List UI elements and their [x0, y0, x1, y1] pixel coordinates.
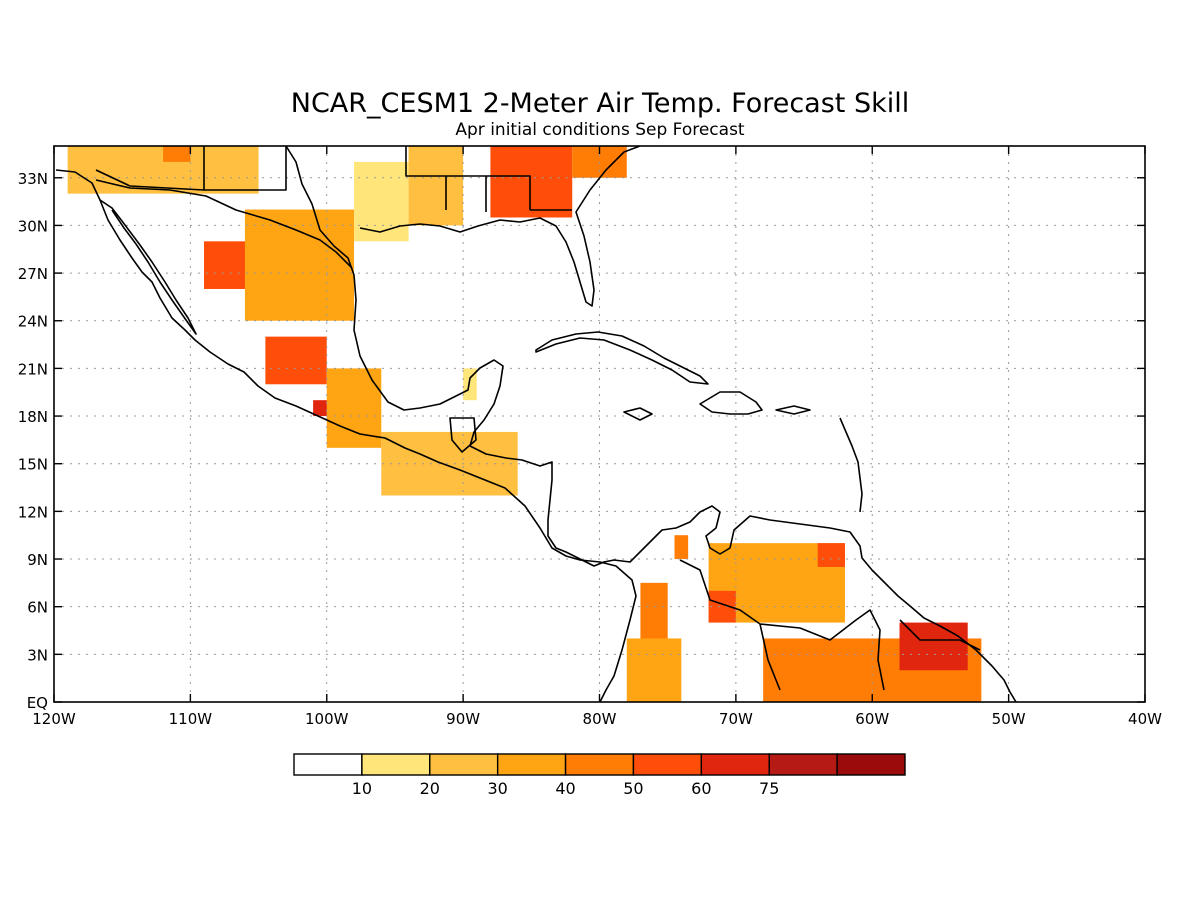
- lon-tick-label: 80W: [583, 710, 617, 728]
- lat-tick-label: EQ: [27, 694, 48, 712]
- colorbar-swatch-2: [429, 753, 499, 776]
- lat-tick-label: 15N: [18, 456, 48, 474]
- border-guatemala: [449, 417, 477, 453]
- coast-central-america: [469, 445, 1017, 702]
- border-south-america: [679, 559, 981, 691]
- lon-tick-label: 60W: [855, 710, 889, 728]
- coast-hispaniola: [699, 391, 763, 415]
- lat-tick-label: 9N: [27, 551, 48, 569]
- skill-cells: [67, 146, 982, 702]
- colorbar-legend: 10 20 30 40 50 60 75: [293, 753, 906, 798]
- colorbar-label: 40: [555, 779, 575, 798]
- skill-region-16: [674, 535, 689, 560]
- skill-region-10: [408, 146, 464, 226]
- colorbar-label: 60: [691, 779, 711, 798]
- lat-tick-label: 3N: [27, 646, 48, 664]
- plot-area: [54, 146, 1145, 702]
- lat-tick-label: 30N: [18, 217, 48, 235]
- coast-mexico-pacific: [55, 169, 637, 702]
- lat-tick-label: 33N: [18, 170, 48, 188]
- lat-tick-label: 21N: [18, 360, 48, 378]
- colorbar-swatch-0: [293, 753, 363, 776]
- lon-tick-label: 50W: [992, 710, 1026, 728]
- lon-tick-label: 90W: [446, 710, 480, 728]
- coast-baja: [99, 199, 197, 335]
- skill-region-19: [817, 543, 845, 567]
- colorbar-label: 30: [487, 779, 507, 798]
- lon-tick-label: 70W: [719, 710, 753, 728]
- colorbar-swatch-1: [361, 753, 431, 776]
- skill-region-13: [463, 368, 477, 401]
- colorbar-label: 20: [420, 779, 440, 798]
- coast-us-gulf: [359, 146, 641, 307]
- gridlines: [54, 146, 1145, 702]
- colorbar-swatch-5: [632, 753, 703, 776]
- colorbar-label: 50: [623, 779, 643, 798]
- lon-tick-label: 100W: [305, 710, 349, 728]
- coast-cuba: [535, 331, 709, 385]
- colorbar-swatch-6: [700, 753, 770, 776]
- colorbar-swatch-4: [564, 753, 635, 776]
- lon-tick-label: 40W: [1128, 710, 1162, 728]
- lon-tick-label: 110W: [169, 710, 213, 728]
- border-us: [95, 146, 572, 212]
- colorbar-swatch-8: [836, 753, 906, 776]
- skill-region-1: [163, 146, 191, 162]
- skill-region-3: [244, 209, 355, 321]
- colorbar-label: 10: [352, 779, 372, 798]
- coast-antilles: [839, 417, 863, 513]
- lon-tick-label: 120W: [32, 710, 76, 728]
- skill-region-15: [626, 638, 682, 702]
- map-subtitle: Apr initial conditions Sep Forecast: [455, 120, 745, 140]
- lat-tick-label: 24N: [18, 313, 48, 331]
- coast-jamaica: [623, 407, 653, 421]
- lat-tick-label: 18N: [18, 408, 48, 426]
- lat-tick-label: 27N: [18, 265, 48, 283]
- colorbar-swatch-7: [768, 753, 838, 776]
- coastlines: [55, 146, 1017, 702]
- skill-region-9: [354, 161, 409, 242]
- longitude-labels: 120W 110W 100W 90W 80W 70W 60W 50W 40W: [32, 146, 1162, 728]
- latitude-labels: EQ 3N 6N 9N 12N 15N 18N 21N 24N 27N 30N 33N: [18, 170, 1145, 712]
- colorbar-label: 75: [759, 779, 779, 798]
- skill-region-4: [265, 336, 327, 385]
- border-mexico-us: [95, 179, 353, 269]
- skill-region-8: [381, 431, 518, 496]
- colorbar-swatch-3: [496, 753, 567, 776]
- skill-region-11: [490, 146, 573, 218]
- coast-gulf: [285, 146, 504, 447]
- lat-tick-label: 12N: [18, 503, 48, 521]
- coast-puerto-rico: [775, 405, 811, 415]
- lat-tick-label: 6N: [27, 599, 48, 617]
- map-title: NCAR_CESM1 2-Meter Air Temp. Forecast Sk…: [291, 88, 909, 119]
